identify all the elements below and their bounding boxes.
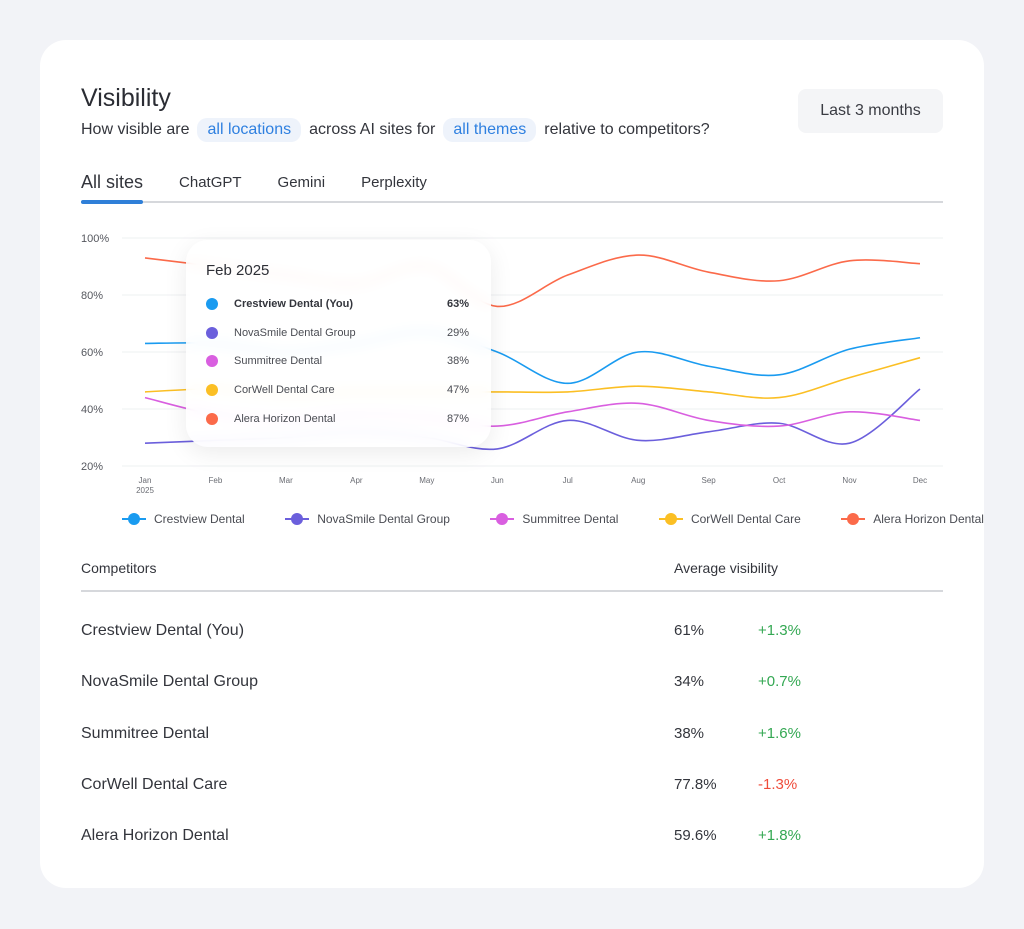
x-tick-label: May [419, 476, 434, 485]
competitor-name: CorWell Dental Care [81, 775, 228, 793]
legend-marker-icon [122, 513, 146, 525]
legend-item[interactable]: Crestview Dental [122, 512, 245, 526]
themes-filter-chip[interactable]: all themes [443, 118, 537, 142]
x-tick-label: Oct [773, 476, 786, 485]
y-tick-label: 80% [81, 290, 103, 302]
series-dot-icon [206, 355, 218, 368]
series-dot-icon [206, 384, 218, 397]
locations-filter-chip[interactable]: all locations [197, 118, 302, 142]
legend-item[interactable]: Summitree Dental [490, 512, 618, 526]
tooltip-row: CorWell Dental Care 47% [206, 384, 469, 397]
chart-legend: Crestview Dental NovaSmile Dental Group Su… [122, 512, 984, 526]
visibility-change: +1.3% [758, 622, 801, 639]
x-year-label: 2025 [136, 486, 154, 495]
x-tick-label: Apr [350, 476, 363, 485]
tooltip-value: 38% [446, 355, 469, 368]
tooltip-value: 87% [446, 412, 469, 425]
x-tick-label: Jan [139, 476, 152, 485]
x-tick-label: Jun [491, 476, 504, 485]
legend-label: Summitree Dental [522, 512, 619, 526]
series-dot-icon [206, 326, 218, 339]
legend-label: CorWell Dental Care [690, 512, 801, 526]
tooltip-row: NovaSmile Dental Group 29% [206, 326, 469, 339]
legend-marker-icon [490, 513, 515, 525]
average-visibility: 34% [674, 673, 705, 691]
x-tick-label: Aug [631, 476, 645, 485]
x-tick-label: Feb [209, 476, 223, 485]
legend-item[interactable]: Alera Horizon Dental [841, 512, 984, 526]
x-tick-label: Jul [563, 476, 573, 485]
series-dot-icon [206, 412, 218, 425]
x-tick-label: Sep [702, 476, 717, 485]
subtitle-text: How visible are [81, 121, 190, 138]
average-visibility: 77.8% [674, 775, 717, 793]
x-tick-label: Nov [842, 476, 856, 485]
tooltip-series-name: Crestview Dental (You) [234, 298, 353, 310]
tooltip-series-name: NovaSmile Dental Group [234, 326, 356, 339]
tooltip-row: Summitree Dental 38% [206, 355, 469, 368]
tab-perplexity[interactable]: Perplexity [361, 174, 427, 191]
tooltip-series-name: Alera Horizon Dental [234, 412, 336, 425]
series-dot-icon [206, 298, 218, 310]
competitors-header: Competitors [81, 560, 157, 576]
x-tick-label: Dec [913, 476, 927, 485]
y-tick-label: 20% [81, 461, 103, 473]
visibility-change: +1.8% [758, 827, 801, 845]
subtitle: How visible are all locations across AI … [81, 118, 710, 142]
tab-chatgpt[interactable]: ChatGPT [179, 174, 242, 191]
subtitle-text: relative to competitors? [544, 121, 710, 138]
competitor-name: Crestview Dental (You) [81, 622, 245, 639]
legend-label: Alera Horizon Dental [873, 512, 984, 526]
table-divider [81, 590, 943, 592]
x-tick-label: Mar [279, 476, 293, 485]
legend-marker-icon [658, 513, 683, 525]
average-visibility-header: Average visibility [674, 560, 779, 576]
average-visibility: 38% [674, 724, 705, 742]
tooltip-series-name: CorWell Dental Care [234, 384, 335, 397]
tooltip-value: 29% [446, 326, 469, 339]
y-tick-label: 60% [81, 347, 103, 359]
tooltip-row: Alera Horizon Dental 87% [206, 412, 469, 425]
legend-label: Crestview Dental [154, 512, 245, 526]
visibility-line-chart: 100% 80% 60% 40% 20% Jan Feb Mar Apr May Jun Jul Aug… [81, 233, 943, 495]
date-range-button[interactable]: Last 3 months [798, 89, 943, 133]
tab-all-sites[interactable]: All sites [81, 170, 144, 204]
average-visibility: 59.6% [674, 827, 717, 845]
site-tabs: All sites ChatGPT Gemini Perplexity [81, 170, 943, 204]
legend-item[interactable]: NovaSmile Dental Group [285, 512, 450, 526]
legend-marker-icon [841, 513, 866, 525]
y-tick-label: 100% [81, 233, 109, 245]
tooltip-title: Feb 2025 [206, 262, 270, 279]
tooltip-value: 47% [446, 384, 469, 397]
competitor-name: Alera Horizon Dental [81, 827, 229, 845]
competitor-name: NovaSmile Dental Group [81, 673, 258, 691]
subtitle-text: across AI sites for [309, 121, 436, 138]
legend-label: NovaSmile Dental Group [317, 512, 450, 526]
legend-item[interactable]: CorWell Dental Care [658, 512, 801, 526]
tooltip-row: Crestview Dental (You) 63% [206, 298, 469, 310]
page-title: Visibility [81, 84, 171, 112]
visibility-change: +1.6% [758, 724, 801, 742]
visibility-change: +0.7% [758, 673, 801, 691]
chart-tooltip: Feb 2025 Crestview Dental (You) 63% NovaSm… [186, 240, 491, 447]
legend-marker-icon [285, 513, 310, 525]
visibility-change: -1.3% [758, 775, 798, 793]
visibility-card: Visibility How visible are all locations… [40, 40, 984, 888]
tooltip-value: 63% [446, 298, 469, 310]
y-tick-label: 40% [81, 404, 103, 416]
competitor-name: Summitree Dental [81, 724, 210, 742]
tab-gemini[interactable]: Gemini [277, 174, 326, 191]
average-visibility: 61% [674, 622, 705, 639]
tooltip-series-name: Summitree Dental [234, 355, 323, 368]
